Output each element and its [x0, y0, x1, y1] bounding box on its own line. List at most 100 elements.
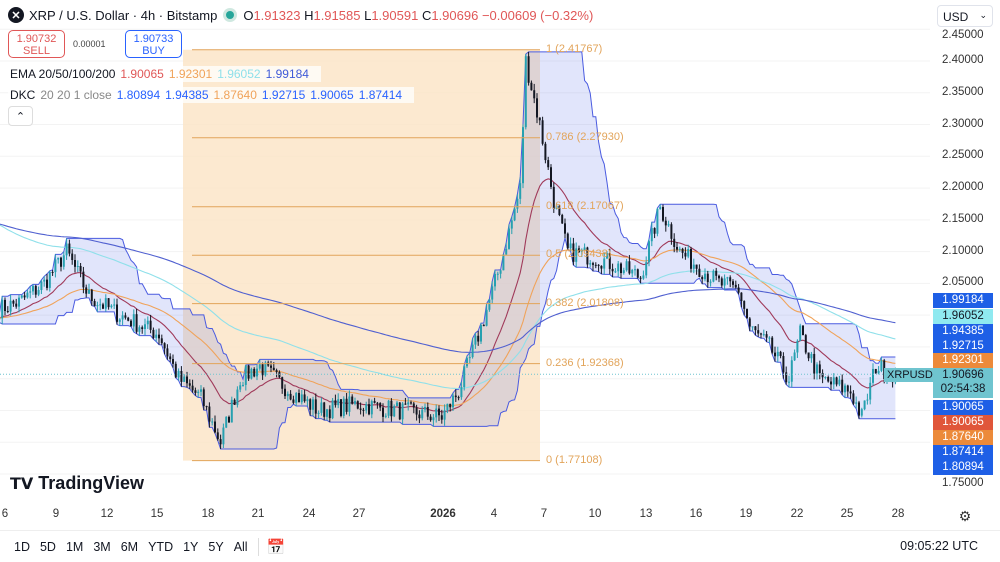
candle-body — [869, 382, 872, 400]
candle-body — [331, 400, 334, 419]
candle-body — [418, 414, 421, 419]
candle-body — [426, 406, 429, 417]
candle-body — [754, 326, 757, 331]
candle-body — [256, 368, 258, 377]
candle-body — [368, 404, 370, 415]
candle-body — [214, 421, 216, 433]
range-button-all[interactable]: All — [233, 539, 248, 554]
calendar-goto-icon[interactable]: 📅 — [266, 538, 286, 556]
range-button-6m[interactable]: 6M — [120, 539, 139, 554]
candle-body — [844, 385, 846, 393]
candle-body — [659, 206, 662, 210]
candle-body — [424, 406, 426, 410]
collapse-legend-button[interactable]: ⌃ — [8, 106, 33, 126]
candle-body — [74, 259, 76, 267]
market-open-icon — [226, 11, 235, 19]
settings-gear-icon[interactable]: ⚙ — [958, 508, 972, 524]
candle-body — [65, 243, 68, 256]
sell-button[interactable]: 1.90732 SELL — [8, 30, 65, 58]
ema-value: 1.99184 — [265, 67, 309, 81]
candle-body — [370, 401, 373, 415]
candle-body — [519, 183, 522, 199]
tradingview-logo[interactable]: 𝗧𝗩 TradingView — [10, 473, 144, 493]
candle-body — [771, 337, 774, 353]
range-button-3m[interactable]: 3M — [93, 539, 111, 554]
candle-body — [6, 311, 9, 313]
candle-body — [440, 415, 443, 420]
range-button-1d[interactable]: 1D — [14, 539, 30, 554]
candle-body — [340, 399, 342, 416]
candle-body — [118, 319, 121, 322]
candle-body — [732, 281, 734, 285]
candle-body — [342, 398, 345, 416]
dkc-legend[interactable]: DKC 20 20 1 close 1.80894 1.94385 1.87640 1.9… — [8, 87, 415, 103]
candle-body — [877, 370, 880, 374]
clock[interactable]: 09:05:22 UTC — [900, 539, 978, 553]
date-tick: 16 — [689, 508, 703, 520]
candle-body — [748, 318, 751, 327]
trade-panel: 1.90732 SELL 0.00001 1.90733 BUY — [8, 30, 182, 58]
symbol-price-tag: XRPUSD — [884, 368, 936, 382]
candle-body — [384, 415, 387, 417]
candle-body — [393, 406, 396, 417]
candle-body — [670, 224, 673, 239]
last-price-label: 1.90696 02:54:38 — [933, 368, 993, 398]
candle-body — [116, 304, 118, 322]
candle-body — [880, 360, 883, 371]
price-chart[interactable] — [0, 0, 930, 500]
ema-legend[interactable]: EMA 20/50/100/200 1.90065 1.92301 1.96052 1.… — [8, 66, 321, 82]
candle-body — [93, 301, 96, 307]
range-button-5d[interactable]: 5D — [39, 539, 56, 554]
candle-body — [611, 268, 614, 272]
candle-body — [592, 263, 594, 265]
candle-body — [284, 388, 286, 397]
range-button-5y[interactable]: 5Y — [208, 539, 224, 554]
candle-body — [62, 255, 65, 267]
indicator-price-label: 1.87414 — [933, 445, 993, 460]
candle-body — [480, 325, 482, 342]
date-tick: 7 — [540, 508, 548, 520]
candle-body — [309, 399, 312, 410]
candle-body — [533, 90, 536, 99]
candle-body — [874, 368, 877, 374]
range-button-1y[interactable]: 1Y — [183, 539, 199, 554]
candle-body — [205, 406, 208, 408]
candle-body — [502, 254, 505, 271]
candle-body — [295, 392, 298, 403]
symbol-title[interactable]: XRP / U.S. Dollar · 4h · Bitstamp — [29, 7, 218, 23]
candle-body — [135, 314, 138, 332]
candle-body — [40, 281, 43, 291]
price-tick: 2.45000 — [942, 29, 984, 41]
range-button-ytd[interactable]: YTD — [148, 539, 174, 554]
candle-body — [782, 356, 785, 373]
price-tick: 2.05000 — [942, 276, 984, 289]
candle-body — [530, 82, 533, 91]
candle-body — [821, 372, 824, 378]
candle-body — [701, 276, 704, 280]
candle-body — [152, 329, 155, 338]
candle-body — [163, 343, 166, 349]
candle-body — [334, 400, 337, 406]
candle-body — [454, 395, 457, 398]
candle-body — [723, 278, 726, 286]
date-tick: 24 — [302, 508, 316, 520]
date-tick: 6 — [1, 508, 9, 520]
candle-body — [866, 399, 869, 401]
candle-body — [830, 381, 832, 385]
candle-body — [569, 243, 572, 249]
candle-body — [760, 333, 762, 335]
candle-body — [466, 358, 468, 367]
ohlc-values: O1.91323 H1.91585 L1.90591 C1.90696 −0.0… — [243, 7, 594, 23]
candle-body — [289, 393, 292, 400]
indicator-price-label: 1.92715 — [933, 339, 993, 354]
candle-body — [166, 348, 169, 357]
candle-body — [614, 271, 617, 273]
candle-body — [186, 376, 188, 384]
range-button-1m[interactable]: 1M — [65, 539, 84, 554]
candle-body — [191, 385, 194, 391]
candle-body — [79, 266, 82, 272]
candle-body — [751, 326, 754, 328]
candle-body — [695, 264, 698, 269]
currency-select[interactable]: USD ⌄ — [937, 5, 993, 27]
buy-button[interactable]: 1.90733 BUY — [125, 30, 182, 58]
